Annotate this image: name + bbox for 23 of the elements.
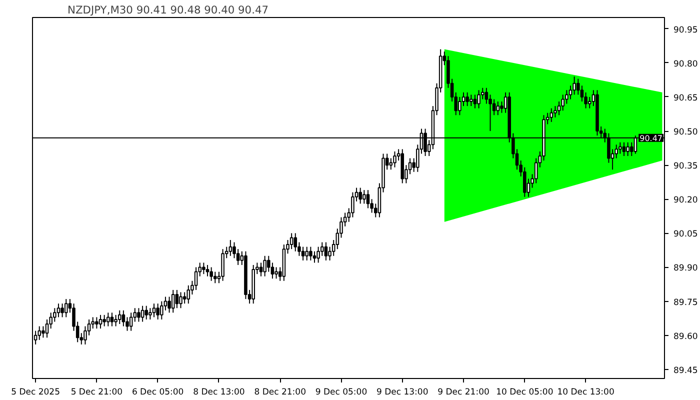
- y-tick-label: 90.50: [674, 128, 698, 138]
- y-tick-label: 89.75: [674, 298, 698, 308]
- y-tick-label: 90.80: [674, 59, 698, 70]
- y-tick-label: 90.65: [674, 93, 698, 104]
- x-tick-label: 6 Dec 05:00: [132, 388, 184, 398]
- x-tick-label: 5 Dec 2025: [11, 388, 60, 398]
- x-tick-label: 8 Dec 21:00: [254, 388, 306, 398]
- x-tick-label: 9 Dec 21:00: [438, 388, 490, 398]
- x-tick-label: 9 Dec 05:00: [315, 388, 368, 398]
- x-tick-label: 8 Dec 13:00: [193, 388, 245, 398]
- y-tick-label: 90.95: [674, 25, 698, 36]
- y-tick-label: 90.05: [674, 230, 698, 240]
- x-tick-label: 5 Dec 21:00: [70, 388, 123, 398]
- y-tick-label: 89.45: [674, 366, 698, 376]
- x-tick-label: 10 Dec 05:00: [496, 388, 554, 398]
- y-tick-label: 90.35: [674, 162, 698, 172]
- y-tick-label: 89.90: [674, 264, 698, 274]
- x-tick-label: 10 Dec 13:00: [557, 388, 614, 398]
- y-tick-label: 89.60: [674, 332, 698, 342]
- ref-line-label: 90.47: [640, 134, 663, 143]
- chart-title: NZDJPY,M30 90.41 90.48 90.40 90.47: [68, 4, 269, 16]
- y-tick-label: 90.20: [674, 196, 698, 206]
- x-tick-label: 9 Dec 13:00: [376, 388, 428, 398]
